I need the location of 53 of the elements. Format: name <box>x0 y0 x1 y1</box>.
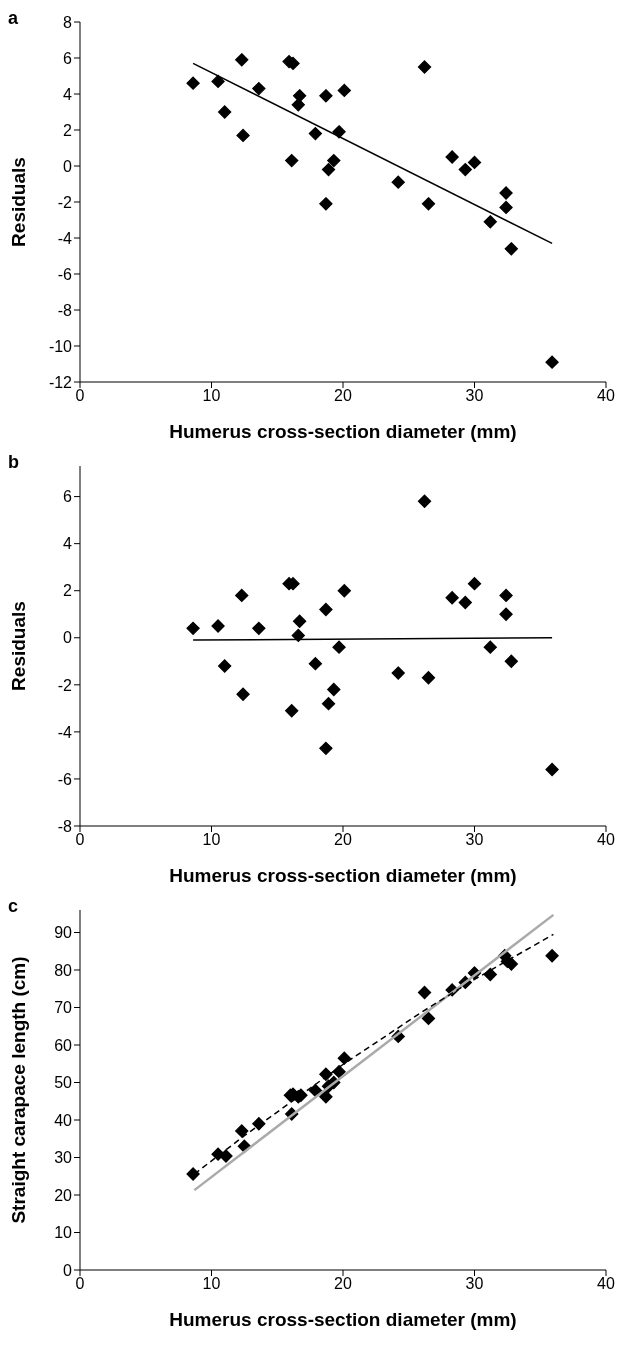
y-tick-label: 8 <box>63 13 73 31</box>
y-tick-label: 60 <box>54 1036 73 1054</box>
y-tick-label: 6 <box>63 49 73 67</box>
x-tick-label: 20 <box>334 387 352 405</box>
x-tick-label: 40 <box>597 1275 615 1293</box>
y-tick-label: -6 <box>57 770 73 788</box>
x-tick-label: 40 <box>597 831 615 849</box>
chart-title: c <box>8 896 19 917</box>
y-tick-label: 40 <box>54 1111 73 1129</box>
y-tick-label: 4 <box>63 85 73 103</box>
y-tick-label: 6 <box>63 488 73 506</box>
y-tick-label: -4 <box>57 229 73 247</box>
x-tick-label: 30 <box>465 831 484 849</box>
x-tick-label: 10 <box>202 387 221 405</box>
x-tick-label: 30 <box>465 1275 484 1293</box>
x-tick-label: 30 <box>465 387 484 405</box>
y-tick-label: -4 <box>57 723 73 741</box>
y-axis-title: Residuals <box>7 157 29 247</box>
y-tick-label: 50 <box>54 1074 73 1092</box>
x-tick-label: 0 <box>75 1275 85 1293</box>
y-tick-label: -8 <box>57 817 73 835</box>
chart-title: b <box>8 452 19 473</box>
y-tick-label: 2 <box>63 121 73 139</box>
y-tick-label: 90 <box>54 924 73 942</box>
y-tick-label: -2 <box>57 676 73 694</box>
y-tick-label: 20 <box>54 1186 73 1204</box>
x-tick-label: 0 <box>75 387 85 405</box>
x-tick-label: 0 <box>75 831 85 849</box>
y-tick-label: 0 <box>63 1261 73 1279</box>
x-axis-title: Humerus cross-section diameter (mm) <box>169 1309 517 1330</box>
y-tick-label: 0 <box>63 629 73 647</box>
y-tick-label: 4 <box>63 535 73 553</box>
y-tick-label: 10 <box>54 1224 73 1242</box>
y-tick-label: 30 <box>54 1149 73 1167</box>
y-tick-label: 70 <box>54 999 73 1017</box>
x-tick-label: 20 <box>334 1275 352 1293</box>
y-tick-label: 80 <box>54 961 73 979</box>
y-tick-label: -10 <box>48 337 73 355</box>
x-tick-label: 10 <box>202 831 221 849</box>
chart-title: a <box>8 8 19 29</box>
y-tick-label: 2 <box>63 582 73 600</box>
y-tick-label: -2 <box>57 193 73 211</box>
y-tick-label: -12 <box>48 373 73 391</box>
x-tick-label: 10 <box>202 1275 221 1293</box>
x-tick-label: 20 <box>334 831 352 849</box>
y-axis-title: Residuals <box>7 601 29 691</box>
x-axis-title: Humerus cross-section diameter (mm) <box>169 865 517 886</box>
y-tick-label: 0 <box>63 157 73 175</box>
y-tick-label: -6 <box>57 265 73 283</box>
x-axis-title: Humerus cross-section diameter (mm) <box>169 421 517 442</box>
y-axis-title: Straight carapace length (cm) <box>7 956 29 1224</box>
y-tick-label: -8 <box>57 301 73 319</box>
x-tick-label: 40 <box>597 387 615 405</box>
